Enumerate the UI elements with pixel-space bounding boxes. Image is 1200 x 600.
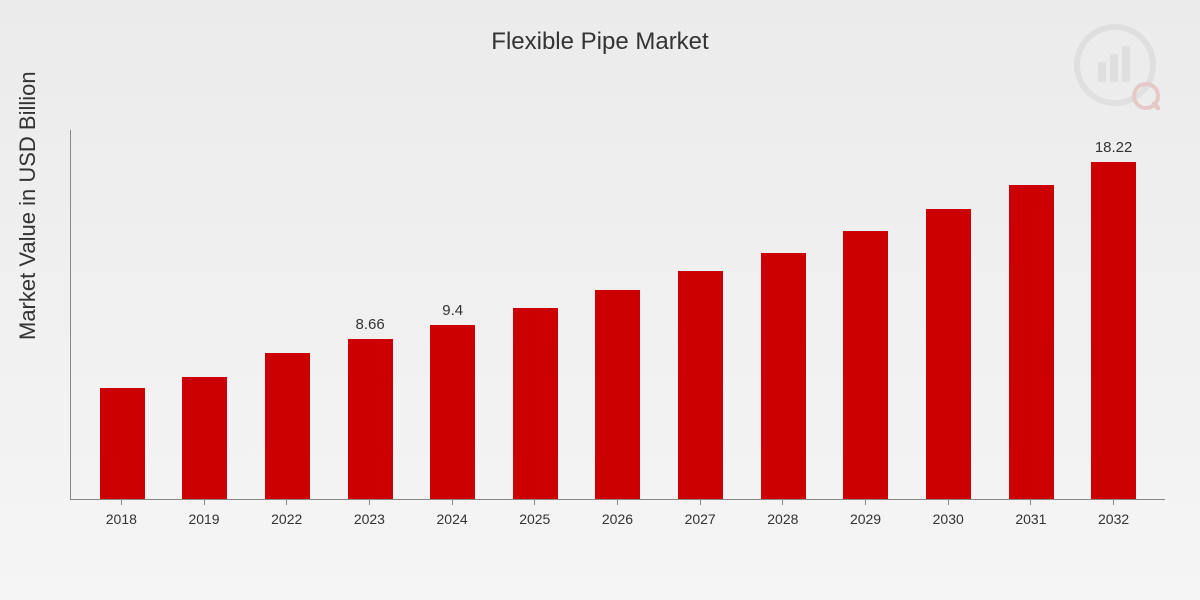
x-tick-group: 2028 [745,505,820,527]
bar [265,353,310,499]
x-axis-label: 2028 [767,511,798,527]
x-axis-label: 2026 [602,511,633,527]
y-axis-label: Market Value in USD Billion [15,71,41,340]
x-tick-group: 2018 [84,505,159,527]
bar [595,290,640,499]
x-axis-label: 2023 [354,511,385,527]
bar [926,209,971,499]
x-axis-label: 2030 [933,511,964,527]
bar-group [663,271,738,499]
x-axis-label: 2024 [437,511,468,527]
x-tick-group: 2023 [332,505,407,527]
x-tick-group: 2024 [415,505,490,527]
bar [761,253,806,499]
x-tick [782,499,783,505]
bar [430,325,475,499]
x-tick-group: 2022 [249,505,324,527]
bar-group [498,308,573,499]
bar-group [746,253,821,499]
bar-group [250,353,325,499]
bar-group [911,209,986,499]
bar-value-label: 18.22 [1095,139,1133,156]
x-axis-labels: 2018 2019 2022 2023 2024 2025 2026 2027 2028 2029… [70,505,1165,527]
bar [1091,162,1136,499]
bar [1009,185,1054,500]
bar [678,271,723,499]
x-tick-group: 2029 [828,505,903,527]
x-tick [948,499,949,505]
x-tick [1113,499,1114,505]
x-tick [1030,499,1031,505]
x-tick [452,499,453,505]
x-tick [369,499,370,505]
x-axis-label: 2018 [106,511,137,527]
bar-group: 18.22 [1076,139,1151,499]
x-tick-group: 2032 [1076,505,1151,527]
x-tick [617,499,618,505]
bar-group [167,377,242,499]
x-tick [204,499,205,505]
x-tick-group: 2025 [497,505,572,527]
x-tick-group: 2030 [911,505,986,527]
x-axis-label: 2019 [188,511,219,527]
x-tick-group: 2019 [167,505,242,527]
bar-group [85,388,160,499]
x-tick [865,499,866,505]
x-axis-label: 2029 [850,511,881,527]
bar [348,339,393,499]
bar-group: 8.66 [333,316,408,499]
x-tick-group: 2026 [580,505,655,527]
bar-group [994,185,1069,500]
bar [843,231,888,499]
x-axis-label: 2025 [519,511,550,527]
bar-group [828,231,903,499]
bar-value-label: 9.4 [442,302,463,319]
x-tick [286,499,287,505]
bar-group [580,290,655,499]
bar-value-label: 8.66 [356,316,385,333]
x-tick-group: 2031 [993,505,1068,527]
chart-title: Flexible Pipe Market [0,0,1200,56]
bars-area: 8.66 9.4 18.22 [71,130,1165,499]
chart-container: 8.66 9.4 18.22 2018 2019 2022 2023 2024 2025 202… [70,130,1165,530]
x-axis-label: 2032 [1098,511,1129,527]
bar-group: 9.4 [415,302,490,499]
x-axis-label: 2031 [1015,511,1046,527]
bar [100,388,145,499]
x-tick-group: 2027 [663,505,738,527]
x-axis-label: 2022 [271,511,302,527]
watermark-logo [1070,20,1160,115]
bar [513,308,558,499]
x-tick [534,499,535,505]
x-axis-label: 2027 [685,511,716,527]
plot-area: 8.66 9.4 18.22 [70,130,1165,500]
x-tick [121,499,122,505]
x-tick [700,499,701,505]
bar [182,377,227,499]
